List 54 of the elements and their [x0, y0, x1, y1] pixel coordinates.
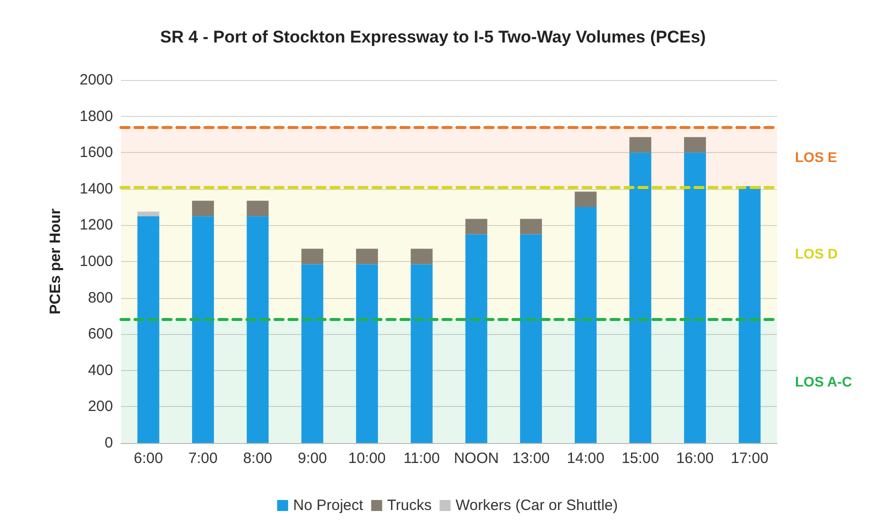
x-tick-label: 15:00 [622, 450, 660, 467]
y-axis-title: PCEs per Hour [47, 208, 64, 314]
bar [465, 218, 488, 234]
legend-label: Trucks [387, 497, 432, 514]
bar [465, 234, 488, 443]
bar [410, 248, 433, 264]
bar [629, 137, 652, 153]
bar [301, 264, 324, 443]
bar [410, 264, 433, 443]
x-tick-label: 7:00 [188, 450, 218, 467]
y-tick-label: 800 [88, 289, 113, 306]
x-tick-label: 6:00 [134, 450, 163, 467]
bar [356, 248, 378, 264]
y-tick-label: 2000 [80, 72, 113, 88]
y-tick-label: 0 [104, 434, 113, 452]
bar [246, 216, 269, 443]
bar [684, 137, 706, 153]
legend-label: No Project [293, 497, 364, 514]
legend-label: Workers (Car or Shuttle) [456, 497, 618, 514]
band-label: LOS D [795, 245, 838, 262]
bar [629, 152, 652, 443]
x-tick-label: 17:00 [730, 450, 768, 467]
x-tick-label: 8:00 [243, 450, 272, 467]
y-tick-label: 1200 [80, 216, 113, 234]
y-tick-label: 1400 [80, 180, 113, 198]
y-tick-label: 1800 [80, 108, 113, 125]
bar [574, 192, 597, 208]
bar [301, 248, 324, 264]
bar [246, 200, 269, 216]
bar [738, 186, 761, 443]
x-tick-label: NOON [454, 450, 499, 467]
bar [192, 200, 214, 216]
y-tick-label: 400 [88, 362, 113, 379]
y-tick-label: 1000 [80, 253, 113, 270]
bar [356, 264, 378, 443]
x-tick-label: 16:00 [676, 450, 714, 467]
x-tick-label: 10:00 [348, 450, 386, 467]
y-tick-label: 200 [88, 398, 113, 416]
bar [192, 216, 214, 443]
bar [684, 152, 706, 443]
bar [574, 207, 597, 443]
x-tick-label: 9:00 [298, 450, 327, 467]
band-label: LOS A-C [795, 373, 852, 390]
y-tick-label: 600 [88, 326, 113, 343]
band-label: LOS E [795, 149, 838, 166]
bar [520, 234, 542, 443]
x-tick-label: 11:00 [403, 450, 440, 467]
bar [137, 212, 160, 216]
chart-title: SR 4 - Port of Stockton Expressway to I-5 Two-Way Volumes (PCEs) [160, 28, 706, 46]
x-tick-label: 13:00 [512, 450, 550, 467]
bar [520, 218, 542, 234]
bar [137, 216, 160, 443]
x-tick-label: 14:00 [566, 450, 604, 467]
y-tick-label: 1600 [80, 144, 113, 162]
